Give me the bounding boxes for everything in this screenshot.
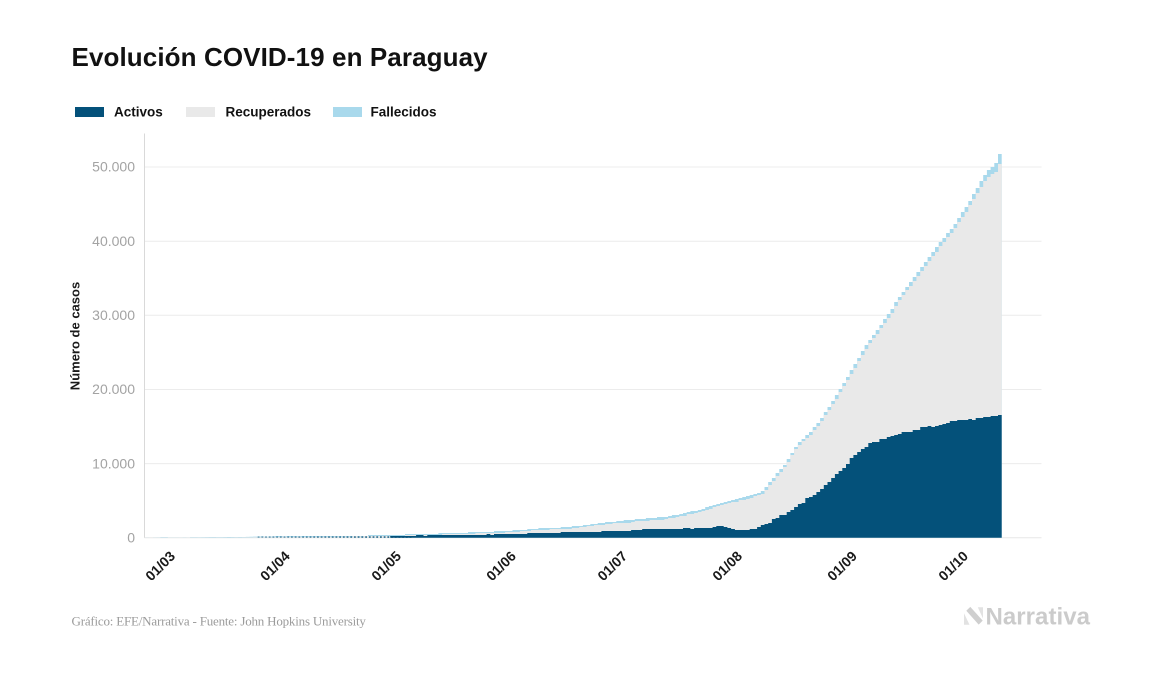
svg-text:30.000: 30.000 [92,307,135,323]
svg-text:Recuperados: Recuperados [226,105,312,120]
svg-text:Narrativa: Narrativa [986,604,1091,631]
svg-text:Gráfico: EFE/Narrativa - Fuent: Gráfico: EFE/Narrativa - Fuente: John Ho… [72,614,367,629]
svg-text:50.000: 50.000 [92,159,135,175]
svg-text:0: 0 [127,530,135,546]
svg-text:Número de casos: Número de casos [68,282,83,390]
svg-text:Activos: Activos [114,105,163,120]
svg-text:10.000: 10.000 [92,455,135,471]
svg-text:20.000: 20.000 [92,381,135,397]
svg-text:Evolución COVID-19 en Paraguay: Evolución COVID-19 en Paraguay [72,42,489,72]
svg-text:Fallecidos: Fallecidos [371,105,437,120]
svg-text:40.000: 40.000 [92,233,135,249]
